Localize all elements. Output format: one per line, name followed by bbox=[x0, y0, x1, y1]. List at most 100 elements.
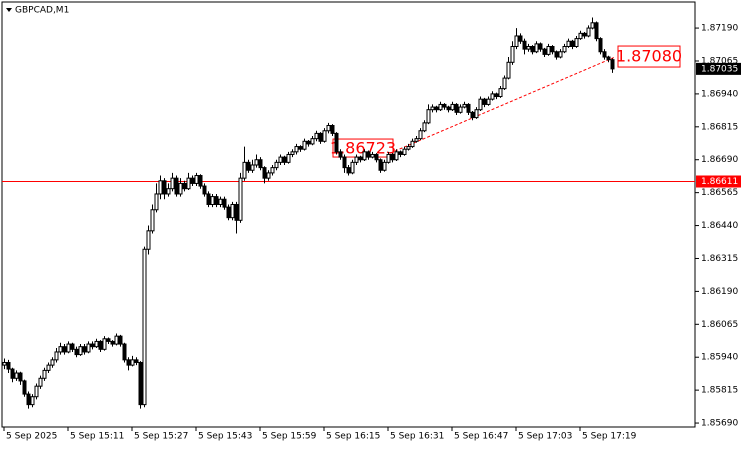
candle-body bbox=[238, 177, 243, 221]
candle-body bbox=[178, 182, 183, 195]
candle-body bbox=[406, 146, 411, 150]
candle-body bbox=[46, 364, 51, 371]
symbol-menu-icon[interactable] bbox=[6, 8, 12, 12]
candle-body bbox=[186, 177, 191, 190]
candle-body bbox=[202, 185, 207, 195]
candle-body bbox=[410, 140, 415, 148]
candle-body bbox=[502, 77, 507, 90]
candle-body bbox=[294, 146, 299, 153]
y-tick-label: 1.85940 bbox=[701, 353, 738, 363]
y-tick-label: 1.86815 bbox=[701, 122, 738, 132]
x-tick-label: 5 Sep 17:19 bbox=[582, 432, 637, 442]
candle-body bbox=[506, 61, 511, 79]
candle-body bbox=[74, 348, 79, 356]
candle-body bbox=[546, 46, 551, 55]
candle-body bbox=[62, 346, 67, 353]
candle-body bbox=[378, 159, 383, 171]
candle-body bbox=[434, 106, 439, 111]
candle-body bbox=[10, 368, 15, 379]
candle-body bbox=[14, 372, 19, 379]
candle-body bbox=[338, 151, 343, 158]
x-tick-label: 5 Sep 16:15 bbox=[326, 432, 380, 442]
candle-body bbox=[426, 109, 431, 124]
candle-body bbox=[218, 198, 223, 205]
candle-body bbox=[398, 151, 403, 155]
candle-body bbox=[418, 130, 423, 140]
candle-body bbox=[290, 151, 295, 155]
y-tick-label: 1.86065 bbox=[701, 320, 738, 330]
candle-body bbox=[382, 161, 387, 171]
horizontal-line-label-box bbox=[696, 175, 741, 188]
candle-body bbox=[386, 153, 391, 163]
candle-body bbox=[258, 159, 263, 169]
candle-body bbox=[526, 46, 531, 50]
candle-body bbox=[354, 156, 359, 163]
candle-body bbox=[530, 46, 535, 53]
candle-body bbox=[470, 111, 475, 119]
y-tick-label: 1.86440 bbox=[701, 221, 738, 231]
candle-body bbox=[194, 175, 199, 184]
candle-body bbox=[54, 351, 59, 361]
candle-body bbox=[310, 138, 315, 145]
candle-body bbox=[490, 93, 495, 100]
y-tick-label: 1.85690 bbox=[701, 419, 738, 429]
candle-body bbox=[334, 132, 339, 153]
candle-body bbox=[242, 161, 247, 179]
candle-body bbox=[182, 182, 187, 190]
candle-body bbox=[462, 103, 467, 108]
candle-body bbox=[466, 103, 471, 113]
candle-body bbox=[274, 161, 279, 169]
candle-body bbox=[534, 43, 539, 53]
trend-end-label-box bbox=[617, 45, 681, 68]
candle-body bbox=[298, 146, 303, 150]
candle-body bbox=[578, 32, 583, 40]
candle-body bbox=[262, 167, 267, 179]
candle-body bbox=[90, 343, 95, 348]
candle-body bbox=[474, 109, 479, 119]
candle-body bbox=[150, 209, 155, 232]
candle-body bbox=[414, 138, 419, 142]
candle-body bbox=[322, 130, 327, 142]
candle-body bbox=[314, 132, 319, 140]
trend-start-label: 1.86723 bbox=[330, 139, 396, 158]
candle-body bbox=[326, 124, 331, 132]
x-tick-label: 5 Sep 15:43 bbox=[198, 432, 252, 442]
candle-body bbox=[26, 393, 31, 406]
candle-body bbox=[346, 167, 351, 174]
candle-body bbox=[226, 206, 231, 219]
candle-body bbox=[510, 46, 515, 63]
candle-body bbox=[542, 48, 547, 55]
candle-body bbox=[146, 230, 151, 250]
y-tick-label: 1.86940 bbox=[701, 89, 738, 99]
candle-body bbox=[6, 361, 11, 370]
candle-body bbox=[454, 103, 459, 113]
candle-body bbox=[518, 35, 523, 42]
candle-body bbox=[98, 340, 103, 350]
candle-body bbox=[302, 140, 307, 150]
candle-body bbox=[34, 385, 39, 398]
candle-body bbox=[170, 177, 175, 190]
candle-body bbox=[602, 51, 607, 58]
candle-body bbox=[442, 103, 447, 108]
candle-body bbox=[42, 369, 47, 379]
x-tick-label: 5 Sep 15:27 bbox=[134, 432, 188, 442]
candle-body bbox=[250, 164, 255, 171]
candle-body bbox=[234, 203, 239, 221]
candle-body bbox=[78, 346, 83, 356]
candle-body bbox=[538, 43, 543, 50]
candle-body bbox=[306, 140, 311, 145]
candle-body bbox=[458, 106, 463, 113]
candle-body bbox=[498, 88, 503, 98]
candle-body bbox=[266, 172, 271, 179]
candle-body bbox=[206, 193, 211, 205]
x-tick-label: 5 Sep 2025 bbox=[6, 432, 57, 442]
candle-body bbox=[286, 153, 291, 163]
candle-body bbox=[110, 340, 115, 345]
candle-body bbox=[154, 193, 159, 211]
candle-body bbox=[70, 343, 75, 350]
candle-body bbox=[522, 40, 527, 50]
x-tick-label: 5 Sep 16:47 bbox=[454, 432, 508, 442]
candle-body bbox=[478, 98, 483, 111]
candle-body bbox=[582, 32, 587, 37]
